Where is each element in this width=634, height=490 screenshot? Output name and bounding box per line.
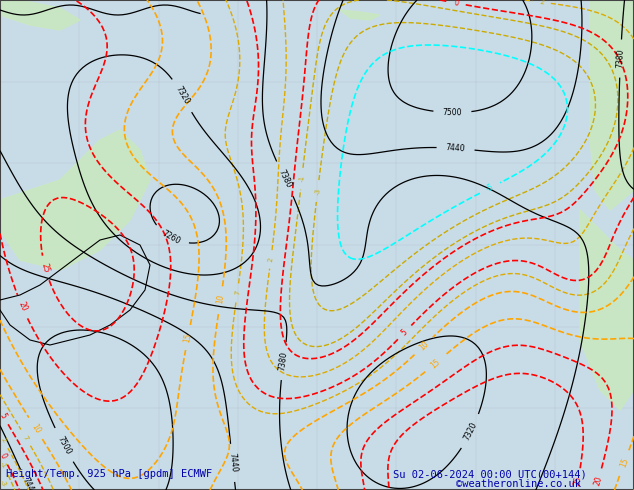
Text: ©weatheronline.co.uk: ©weatheronline.co.uk bbox=[456, 479, 581, 489]
Text: Su 02-06-2024 00:00 UTC(00+144): Su 02-06-2024 00:00 UTC(00+144) bbox=[393, 469, 587, 479]
Polygon shape bbox=[0, 130, 150, 270]
Polygon shape bbox=[580, 210, 634, 410]
Text: 2: 2 bbox=[539, 0, 544, 5]
Text: -1: -1 bbox=[299, 175, 305, 183]
Polygon shape bbox=[0, 0, 80, 30]
Text: -3: -3 bbox=[314, 187, 321, 195]
Text: 7440: 7440 bbox=[227, 453, 238, 473]
Text: 20: 20 bbox=[593, 475, 604, 487]
Text: 7: 7 bbox=[234, 290, 240, 295]
Text: 5: 5 bbox=[0, 412, 8, 420]
Text: 15: 15 bbox=[429, 357, 442, 370]
Text: 7320: 7320 bbox=[174, 85, 191, 106]
Text: 7380: 7380 bbox=[278, 351, 289, 371]
Text: 7320: 7320 bbox=[462, 421, 479, 442]
Polygon shape bbox=[340, 10, 380, 20]
Text: 25: 25 bbox=[40, 262, 51, 274]
Text: 2: 2 bbox=[0, 437, 7, 443]
Text: 7380: 7380 bbox=[616, 49, 625, 69]
Text: 15: 15 bbox=[619, 456, 630, 468]
Text: 15: 15 bbox=[183, 332, 193, 343]
Text: 5: 5 bbox=[399, 327, 410, 337]
Text: 20: 20 bbox=[16, 300, 29, 313]
Text: 0: 0 bbox=[453, 0, 460, 8]
Text: 7440: 7440 bbox=[446, 143, 465, 153]
Text: 7500: 7500 bbox=[443, 108, 462, 117]
Text: 0: 0 bbox=[0, 452, 8, 461]
Text: 2: 2 bbox=[268, 257, 274, 262]
Text: -5: -5 bbox=[484, 182, 495, 194]
Text: 7380: 7380 bbox=[276, 168, 293, 190]
Text: 7260: 7260 bbox=[160, 229, 181, 246]
Text: Height/Temp. 925 hPa [gpdm] ECMWF: Height/Temp. 925 hPa [gpdm] ECMWF bbox=[6, 469, 212, 479]
Polygon shape bbox=[590, 0, 634, 210]
Text: 7500: 7500 bbox=[55, 434, 72, 456]
Text: 7440: 7440 bbox=[20, 476, 37, 490]
Text: -1: -1 bbox=[0, 461, 8, 470]
Text: 10: 10 bbox=[216, 294, 226, 304]
Text: 10: 10 bbox=[29, 422, 42, 435]
Text: 25: 25 bbox=[573, 475, 583, 486]
Text: 7: 7 bbox=[22, 434, 29, 441]
Text: -3: -3 bbox=[0, 479, 7, 488]
Text: 10: 10 bbox=[417, 340, 430, 352]
